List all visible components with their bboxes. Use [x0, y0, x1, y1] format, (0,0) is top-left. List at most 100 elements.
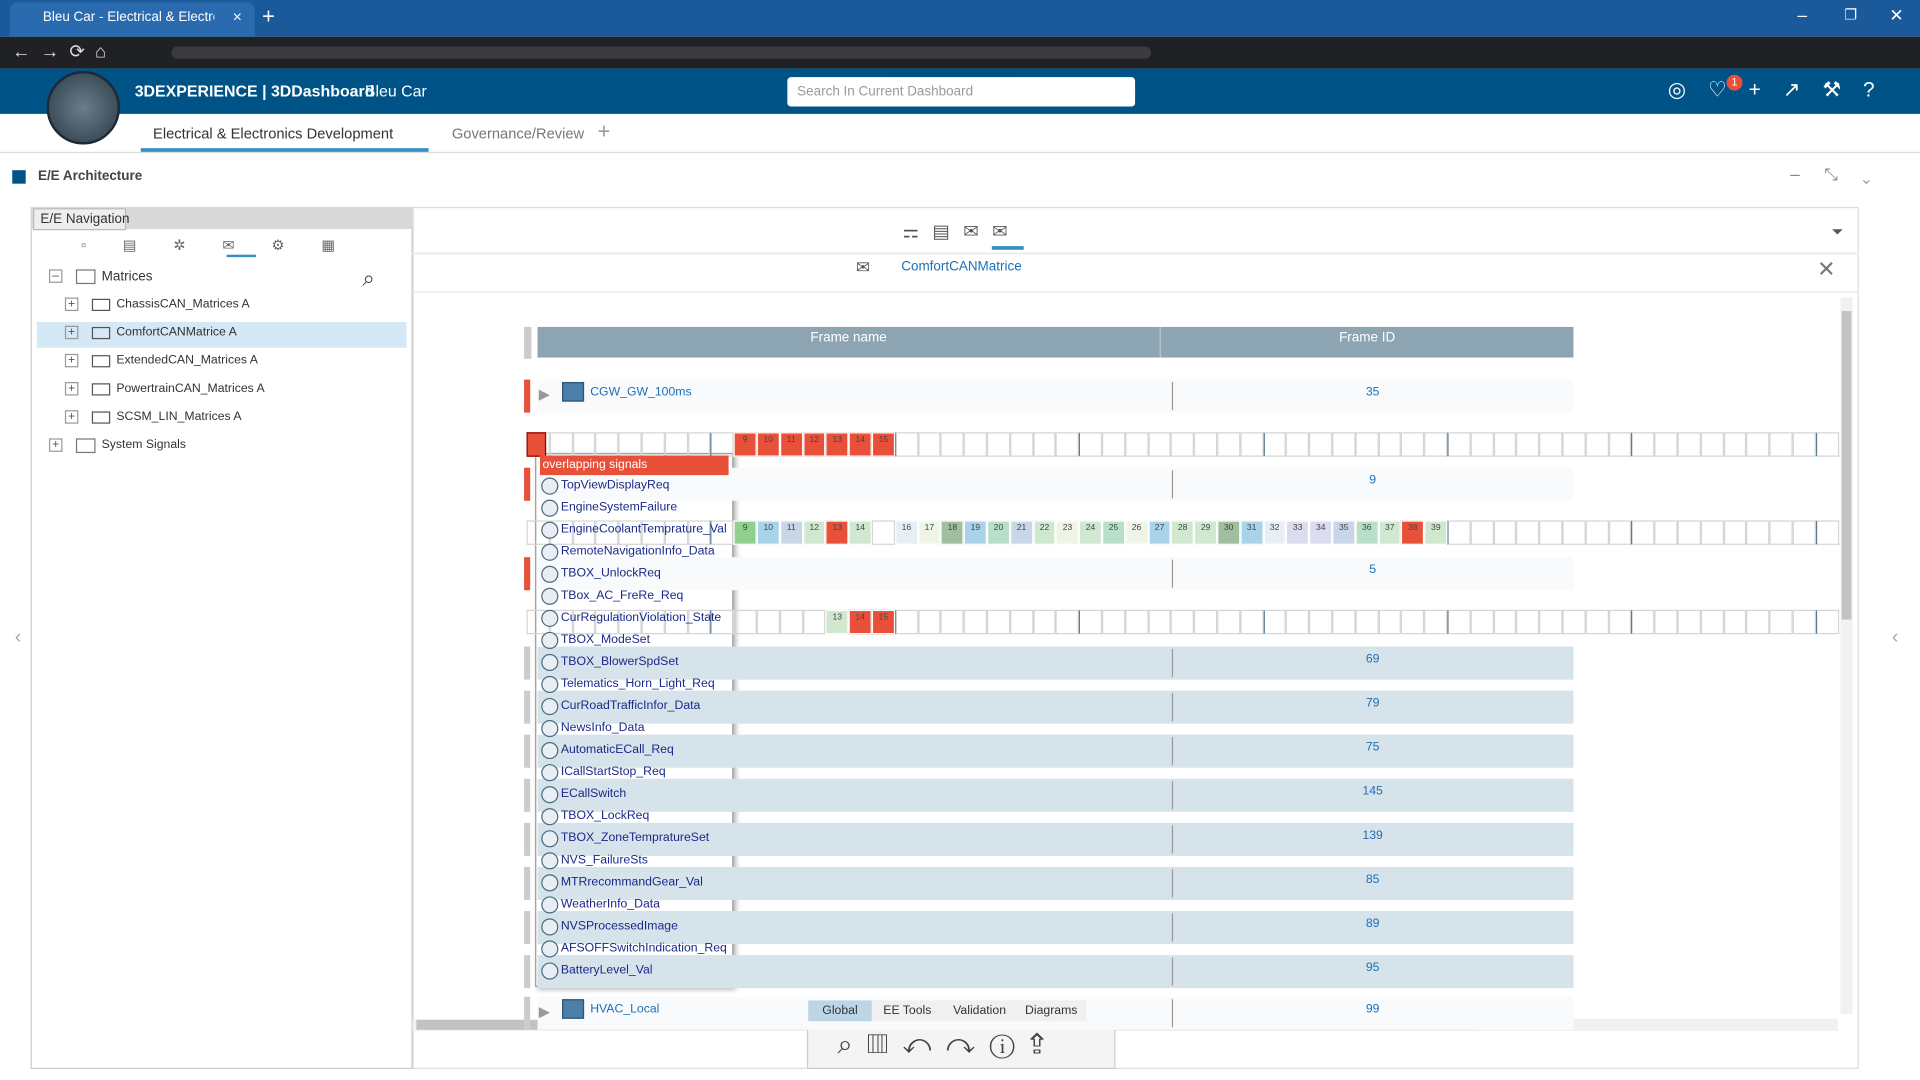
signal-name[interactable]: NewsInfo_Data — [560, 721, 645, 735]
frame-row[interactable] — [537, 778, 1574, 812]
dashboard-tab[interactable]: Electrical & Electronics Development — [153, 124, 394, 143]
signal-bit[interactable]: 9 — [733, 520, 757, 545]
top-icons[interactable]: ◎♡+↗⚒? — [1667, 78, 1897, 102]
signal-bit[interactable]: 9 — [733, 432, 757, 457]
signal-bit[interactable]: 12 — [802, 432, 826, 457]
restore[interactable]: ❐ — [1844, 6, 1858, 24]
signal-bit[interactable]: 29 — [1194, 520, 1218, 545]
signal-bit[interactable]: 34 — [1309, 520, 1333, 545]
frame-name[interactable]: CGW_GW_100ms — [590, 385, 692, 400]
column-header[interactable]: Frame ID — [1339, 330, 1396, 346]
expander[interactable]: + — [64, 325, 79, 340]
signal-bit[interactable]: 21 — [1009, 520, 1033, 545]
signal-bit[interactable]: 35 — [1332, 520, 1356, 545]
close-window[interactable]: ✕ — [1889, 4, 1904, 25]
signal-bit[interactable]: 36 — [1355, 520, 1379, 545]
signal-name[interactable]: EngineSystemFailure — [560, 500, 678, 515]
signal-bit[interactable]: 39 — [1424, 520, 1448, 545]
tree-label[interactable]: SCSM_LIN_Matrices A — [116, 410, 242, 424]
signal-bit[interactable]: 13 — [825, 432, 849, 457]
signal-bit[interactable]: 33 — [1286, 520, 1310, 545]
frame-row[interactable] — [537, 911, 1574, 945]
signal-name[interactable]: RemoteNavigationInfo_Data — [560, 544, 715, 559]
tree-label[interactable]: Matrices — [101, 269, 153, 285]
close-editor[interactable]: ✕ — [1817, 257, 1836, 282]
signal-name[interactable]: NVSProcessedImage — [560, 919, 678, 934]
signal-bit[interactable]: 26 — [1125, 520, 1149, 545]
signal-bit[interactable]: 14 — [848, 432, 872, 457]
signal-bit[interactable]: 32 — [1263, 520, 1287, 545]
signal-bit[interactable]: 10 — [756, 432, 780, 457]
signal-name[interactable]: TopViewDisplayReq — [560, 478, 670, 493]
signal-bit[interactable]: 23 — [1055, 520, 1080, 545]
column-header[interactable]: Frame name — [810, 330, 887, 346]
signal-name[interactable]: CurRegulationViolation_State — [560, 611, 722, 625]
nav-buttons[interactable]: ← → ⟳ ⌂ — [12, 41, 107, 63]
toolbar-tab[interactable]: EE Tools — [871, 1000, 943, 1022]
signal-name[interactable]: TBox_AC_FreRe_Req — [560, 588, 684, 603]
new-tab[interactable]: + — [262, 3, 275, 29]
signal-name[interactable]: TBOX_ZoneTempratureSet — [560, 831, 710, 845]
v-scroll-thumb[interactable] — [1841, 311, 1852, 620]
signal-bit[interactable]: 14 — [848, 609, 872, 635]
frame-row[interactable] — [537, 646, 1574, 680]
tree-label[interactable]: ComfortCANMatrice A — [116, 325, 237, 340]
compass[interactable] — [46, 71, 121, 145]
expander[interactable]: + — [64, 382, 79, 396]
toolbar-icons[interactable]: ⌕▥↶↷ⓘ⇪ — [837, 1028, 1060, 1060]
toolbar-tab[interactable]: Global — [808, 1000, 872, 1022]
tree-label[interactable]: ChassisCAN_Matrices A — [116, 297, 250, 312]
frame-row[interactable] — [537, 955, 1574, 989]
dashboard-tab[interactable]: Governance/Review — [451, 124, 585, 143]
signal-bit[interactable]: 18 — [940, 520, 964, 545]
toolbar-tab[interactable]: Diagrams — [1016, 1000, 1087, 1022]
browser-tab[interactable] — [9, 2, 255, 37]
signal-name[interactable]: AFSOFFSwitchIndication_Req — [560, 941, 727, 956]
signal-bit[interactable]: 15 — [871, 432, 895, 457]
signal-name[interactable]: TBOX_BlowerSpdSet — [560, 655, 679, 669]
signal-bit[interactable]: 16 — [894, 520, 918, 545]
frame-row[interactable] — [537, 379, 1574, 413]
signal-name[interactable]: ECallSwitch — [560, 787, 627, 801]
tree-search[interactable]: ⌕ — [362, 265, 375, 291]
signal-bit[interactable]: 13 — [825, 609, 849, 635]
signal-bit[interactable]: 27 — [1148, 520, 1172, 545]
signal-bit[interactable]: 14 — [848, 520, 872, 545]
matrix-title[interactable]: ComfortCANMatrice — [901, 259, 1022, 275]
signal-bit[interactable]: 38 — [1401, 520, 1425, 545]
frame-row[interactable] — [537, 690, 1574, 724]
side-arrow-left[interactable]: ‹ — [14, 626, 22, 648]
toolbar-tab[interactable]: Validation — [942, 1000, 1017, 1022]
frame-row[interactable] — [537, 866, 1574, 901]
search-box[interactable] — [787, 77, 1136, 107]
signal-bit[interactable]: 19 — [963, 520, 987, 545]
nav-tab[interactable] — [33, 208, 127, 231]
signal-name[interactable]: Telematics_Horn_Light_Req — [560, 677, 715, 691]
signal-bit[interactable]: 11 — [779, 432, 803, 457]
signal-bit[interactable]: 22 — [1032, 520, 1056, 545]
signal-bit[interactable]: 37 — [1378, 520, 1402, 545]
filter[interactable]: ⏷ — [1831, 222, 1844, 241]
signal-bit[interactable]: 24 — [1079, 520, 1103, 545]
tree-label[interactable]: PowertrainCAN_Matrices A — [116, 382, 265, 396]
signal-name[interactable]: ICallStartStop_Req — [560, 765, 666, 779]
signal-bit[interactable]: 31 — [1240, 520, 1264, 545]
signal-bit[interactable]: 25 — [1102, 520, 1126, 545]
url-field[interactable] — [171, 46, 1152, 59]
frame-row[interactable] — [537, 734, 1574, 768]
expand-arrow[interactable]: ▶ — [538, 385, 551, 403]
signal-name[interactable]: WeatherInfo_Data — [560, 897, 660, 912]
expander[interactable]: + — [64, 410, 79, 424]
signal-name[interactable]: TBOX_LockReq — [560, 809, 650, 823]
widget-controls[interactable]: –⤡⌄ — [1790, 164, 1896, 184]
signal-bit[interactable]: 28 — [1171, 520, 1195, 545]
signal-bit[interactable]: 12 — [802, 520, 826, 545]
signal-bit[interactable]: 15 — [871, 609, 895, 635]
signal-name[interactable]: BatteryLevel_Val — [560, 963, 653, 978]
tab-close[interactable]: × — [232, 7, 242, 26]
signal-name[interactable]: CurRoadTrafficInfor_Data — [560, 699, 701, 713]
dashboard-name[interactable]: Bleu Car — [364, 82, 427, 101]
expand-arrow[interactable]: ▶ — [538, 1002, 551, 1021]
signal-bit[interactable]: 13 — [825, 520, 849, 545]
view-icons[interactable]: ⚎▤✉✉ — [902, 221, 1021, 243]
